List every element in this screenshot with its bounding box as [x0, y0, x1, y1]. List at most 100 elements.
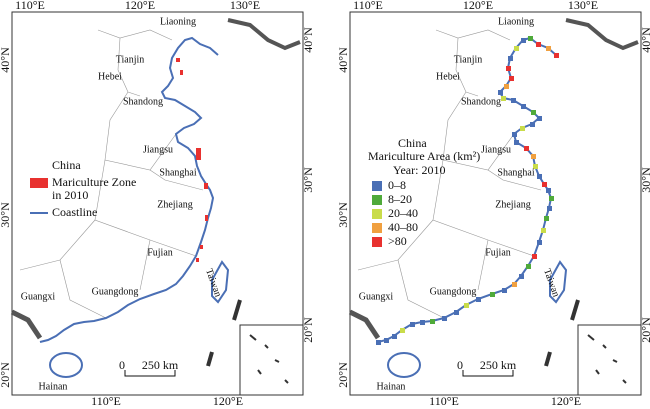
mariculture-cell [514, 140, 519, 145]
mariculture-cell [498, 90, 503, 95]
neighbour-land [10, 309, 43, 340]
province-boundary [117, 37, 141, 97]
top-lon-label: 130°E [568, 0, 598, 12]
top-lon-label: 120°E [463, 0, 493, 12]
top-lon-label: 110°E [15, 0, 45, 12]
left-lat-label: 40°N [0, 47, 12, 73]
place-label: Taiwan [541, 267, 561, 298]
place-label: Fujian [485, 247, 511, 258]
scale-bar [462, 370, 514, 377]
neighbour-land [565, 18, 639, 51]
legend-year: Year: 2010 [393, 163, 445, 177]
province-boundary [59, 259, 107, 319]
mariculture-cell [549, 196, 554, 201]
mariculture-cell [490, 292, 495, 297]
mariculture-cell [537, 116, 542, 121]
top-lon-label: 130°E [230, 0, 260, 12]
mariculture-zone [176, 58, 180, 62]
mariculture-cell [442, 316, 447, 321]
place-label: Shanghai [159, 167, 196, 178]
place-label: Shandong [123, 96, 163, 107]
scale-zero: 0 [119, 358, 125, 372]
mariculture-cell [546, 46, 551, 51]
place-label: Fujian [147, 247, 173, 258]
province-boundary [455, 37, 479, 97]
mariculture-cell [430, 319, 435, 324]
place-label: Tianjin [116, 54, 145, 65]
mariculture-cell [514, 46, 519, 51]
place-label: Zhejiang [495, 199, 531, 210]
mariculture-cell [532, 254, 537, 259]
province-boundary [487, 169, 542, 191]
neighbour-land [227, 18, 301, 51]
mariculture-cell [547, 206, 552, 211]
mariculture-zone [196, 148, 201, 160]
mariculture-cell [392, 334, 397, 339]
mariculture-zone [200, 245, 203, 249]
top-lon-label: 110°E [353, 0, 383, 12]
place-label: Taiwan [203, 267, 223, 298]
mariculture-cell [512, 282, 517, 287]
legend-swatch [30, 178, 48, 188]
legend-label: 8–20 [388, 192, 412, 206]
right-lat-label: 20°N [301, 317, 315, 343]
bottom-lon-label: 110°E [91, 394, 121, 408]
hainan-island [387, 352, 421, 378]
hainan-island [49, 352, 83, 378]
mariculture-cell [410, 322, 415, 327]
coastline [39, 36, 219, 343]
mariculture-cell [524, 146, 529, 151]
scale-length: 250 km [480, 358, 517, 372]
taiwan-island [549, 260, 568, 304]
inset-frame [577, 324, 642, 396]
map-frame [349, 11, 642, 396]
mariculture-zone [180, 70, 183, 75]
legend-swatch [372, 195, 382, 205]
place-label: Guangdong [92, 286, 139, 297]
inset-islands [249, 334, 289, 384]
mariculture-cell [384, 338, 389, 343]
province-boundary [139, 239, 151, 291]
mariculture-zone [204, 183, 208, 189]
mariculture-cell [531, 154, 536, 159]
place-label: Hainan [39, 381, 68, 392]
bottom-lon-label: 110°E [429, 394, 459, 408]
scale-bar [124, 370, 176, 377]
mariculture-cell [519, 274, 524, 279]
province-boundary [432, 159, 535, 257]
legend-swatch [372, 223, 382, 233]
place-label: Zhejiang [157, 199, 193, 210]
province-boundary [94, 159, 197, 257]
mariculture-cell [521, 104, 526, 109]
right-lat-label: 20°N [639, 317, 650, 343]
legend-label: Mariculture Zone in 2010 [52, 175, 137, 202]
left-lat-label: 20°N [0, 362, 12, 388]
mariculture-cell [508, 56, 513, 61]
mariculture-cell [509, 76, 514, 81]
mariculture-cell [454, 310, 459, 315]
legend-subtitle: Mariculture Area (km²) [368, 149, 480, 163]
right-lat-label: 40°N [639, 27, 650, 53]
legend-label: >80 [388, 234, 407, 248]
mariculture-cell [537, 240, 542, 245]
map-panel: 110°E 120°E 130°E 110°E 120°E 40°N 30°N 20°N 40°… [336, 0, 650, 408]
top-lon-label: 120°E [125, 0, 155, 12]
place-label: Guangxi [21, 291, 56, 302]
place-label: Guangdong [430, 286, 477, 297]
mariculture-cell [544, 216, 549, 221]
mariculture-cell [537, 174, 542, 179]
place-label: Hebei [98, 71, 122, 82]
place-label: Liaoning [498, 16, 534, 27]
right-lat-label: 40°N [301, 27, 315, 53]
legend-swatch [372, 237, 382, 247]
place-label: Hebei [436, 71, 460, 82]
place-label: Shanghai [497, 167, 534, 178]
place-label: Hainan [377, 381, 406, 392]
mariculture-zone [196, 258, 199, 262]
legend-label: Coastline [52, 205, 97, 219]
right-lat-label: 30°N [639, 167, 650, 193]
mariculture-cell [541, 228, 546, 233]
left-lat-label: 40°N [336, 47, 350, 73]
mariculture-cell [536, 42, 541, 47]
